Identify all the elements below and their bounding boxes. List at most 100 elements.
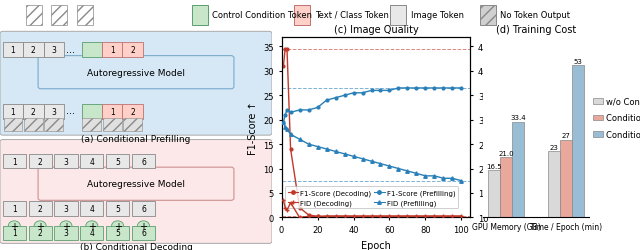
Title: (d) Training Cost: (d) Training Cost [496,26,576,35]
Text: 5: 5 [115,228,120,237]
Text: 1: 1 [10,108,15,116]
Text: No Token Output: No Token Output [500,10,570,20]
FancyBboxPatch shape [122,105,143,119]
FancyBboxPatch shape [106,202,129,216]
Text: 3: 3 [63,157,68,166]
FancyBboxPatch shape [23,43,44,58]
FancyBboxPatch shape [51,6,67,25]
Text: 33.4: 33.4 [510,115,526,121]
Y-axis label: FID ↓: FID ↓ [494,114,504,141]
Legend: w/o Control, Conditional Decoding, Conditional Prefilling: w/o Control, Conditional Decoding, Condi… [591,96,640,141]
Legend: F1-Score (Decoding), FID (Decoding), F1-Score (Prefilling), FID (Prefilling): F1-Score (Decoding), FID (Decoding), F1-… [285,187,458,209]
FancyBboxPatch shape [3,43,23,58]
Text: 1: 1 [110,108,115,116]
FancyBboxPatch shape [122,43,143,58]
Bar [500,158,512,218]
Circle shape [111,221,124,231]
FancyBboxPatch shape [192,6,208,25]
Text: 4: 4 [90,157,94,166]
Bar [560,140,572,218]
Bar [548,152,560,218]
Text: 1: 1 [12,204,17,213]
Circle shape [34,221,46,231]
Text: 3: 3 [51,46,56,55]
Text: 2: 2 [31,46,36,55]
FancyBboxPatch shape [80,226,104,240]
FancyBboxPatch shape [44,105,64,119]
Text: 2: 2 [38,228,42,237]
Text: 6: 6 [141,157,146,166]
FancyBboxPatch shape [38,168,234,200]
Text: 2: 2 [38,157,42,166]
FancyBboxPatch shape [29,154,52,168]
Text: +: + [62,221,70,231]
Text: 4: 4 [90,204,94,213]
FancyBboxPatch shape [54,226,77,240]
FancyBboxPatch shape [132,226,155,240]
Text: Autoregressive Model: Autoregressive Model [87,180,185,188]
Text: 5: 5 [115,204,120,213]
Text: 1: 1 [12,157,17,166]
Text: +: + [140,221,147,231]
Text: 3: 3 [63,228,68,237]
FancyBboxPatch shape [38,56,234,90]
FancyBboxPatch shape [3,105,23,119]
FancyBboxPatch shape [390,6,406,25]
FancyBboxPatch shape [44,43,64,58]
Text: Autoregressive Model: Autoregressive Model [87,68,185,78]
Text: 1: 1 [12,228,17,237]
Text: 23: 23 [550,144,559,150]
Text: 2: 2 [31,108,36,116]
Text: +: + [88,221,96,231]
Bar [512,122,524,218]
Circle shape [8,221,20,231]
Text: +: + [114,221,122,231]
Text: 53: 53 [573,59,582,65]
Bar [572,66,584,218]
FancyBboxPatch shape [83,119,101,132]
FancyBboxPatch shape [3,154,26,168]
FancyBboxPatch shape [3,202,26,216]
Text: ...: ... [66,45,76,55]
Text: 21.0: 21.0 [498,150,514,156]
FancyBboxPatch shape [3,226,26,240]
Text: Text / Class Token: Text / Class Token [315,10,388,20]
FancyBboxPatch shape [23,105,44,119]
FancyBboxPatch shape [29,226,52,240]
FancyBboxPatch shape [82,105,102,119]
Bar [488,170,500,218]
FancyBboxPatch shape [54,202,77,216]
Text: 2: 2 [38,204,42,213]
FancyBboxPatch shape [0,140,272,244]
Text: 6: 6 [141,228,146,237]
Text: 16.5: 16.5 [486,163,502,169]
FancyBboxPatch shape [106,154,129,168]
FancyBboxPatch shape [80,154,104,168]
FancyBboxPatch shape [44,119,63,132]
FancyBboxPatch shape [132,202,155,216]
FancyBboxPatch shape [29,202,52,216]
Text: 27: 27 [561,133,570,139]
FancyBboxPatch shape [103,119,122,132]
Text: 2: 2 [130,46,135,55]
FancyBboxPatch shape [77,6,93,25]
FancyBboxPatch shape [102,43,122,58]
FancyBboxPatch shape [4,119,22,132]
Text: 3: 3 [63,204,68,213]
FancyBboxPatch shape [0,32,272,136]
FancyBboxPatch shape [80,202,104,216]
X-axis label: Epoch: Epoch [361,240,391,250]
FancyBboxPatch shape [124,119,142,132]
Text: 4: 4 [90,228,94,237]
Circle shape [138,221,150,231]
Text: 5: 5 [115,157,120,166]
Circle shape [86,221,98,231]
Title: (c) Image Quality: (c) Image Quality [333,26,419,35]
FancyBboxPatch shape [480,6,496,25]
FancyBboxPatch shape [82,43,102,58]
FancyBboxPatch shape [102,105,122,119]
Text: Control Condition Token: Control Condition Token [212,10,312,20]
Text: 1: 1 [110,46,115,55]
FancyBboxPatch shape [106,226,129,240]
Text: +: + [36,221,44,231]
